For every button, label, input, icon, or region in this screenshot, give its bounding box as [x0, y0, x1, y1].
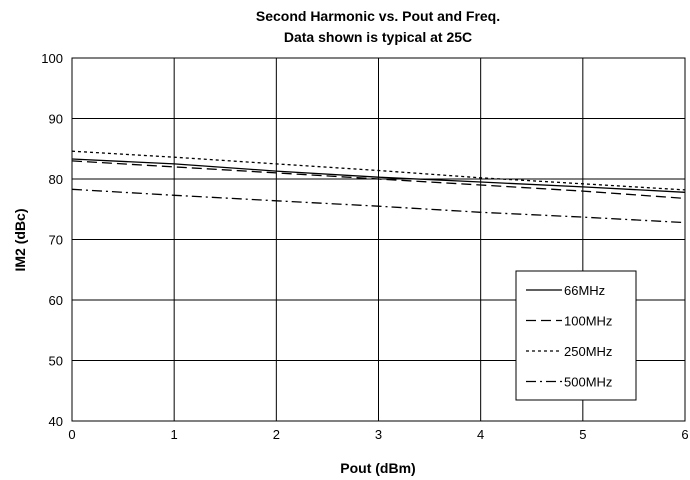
chart-subtitle: Data shown is typical at 25C [284, 29, 472, 45]
x-tick-label: 1 [171, 427, 178, 442]
y-tick-label: 90 [49, 112, 63, 127]
x-tick-label: 6 [681, 427, 688, 442]
y-tick-label: 40 [49, 414, 63, 429]
x-tick-label: 3 [375, 427, 382, 442]
plot-area-border [71, 57, 686, 422]
series-line-500mhz [71, 188, 686, 224]
y-tick-label: 80 [49, 172, 63, 187]
y-axis-label: IM2 (dBc) [12, 209, 28, 272]
series-line-250mhz [71, 150, 686, 191]
y-tick-label: 70 [49, 233, 63, 248]
x-axis-label: Pout (dBm) [340, 460, 415, 476]
series-line-66mhz [71, 158, 686, 193]
tick-labels: 0 1 2 3 4 5 6 40 50 60 70 80 90 100 [41, 51, 688, 442]
x-tick-label: 5 [579, 427, 586, 442]
legend-label: 500MHz [564, 375, 612, 390]
y-tick-label: 100 [41, 51, 63, 66]
series-line-100mhz [71, 160, 686, 200]
legend: 66MHz 100MHz 250MHz 500MHz [515, 270, 637, 401]
y-tick-label: 50 [49, 354, 63, 369]
legend-label: 66MHz [564, 283, 605, 298]
series-lines [71, 150, 686, 224]
legend-label: 100MHz [564, 314, 612, 329]
x-tick-label: 4 [477, 427, 484, 442]
legend-label: 250MHz [564, 344, 612, 359]
x-tick-label: 0 [68, 427, 75, 442]
chart-title: Second Harmonic vs. Pout and Freq. [256, 8, 500, 24]
x-tick-label: 2 [273, 427, 280, 442]
legend-box [515, 270, 637, 401]
y-tick-label: 60 [49, 293, 63, 308]
